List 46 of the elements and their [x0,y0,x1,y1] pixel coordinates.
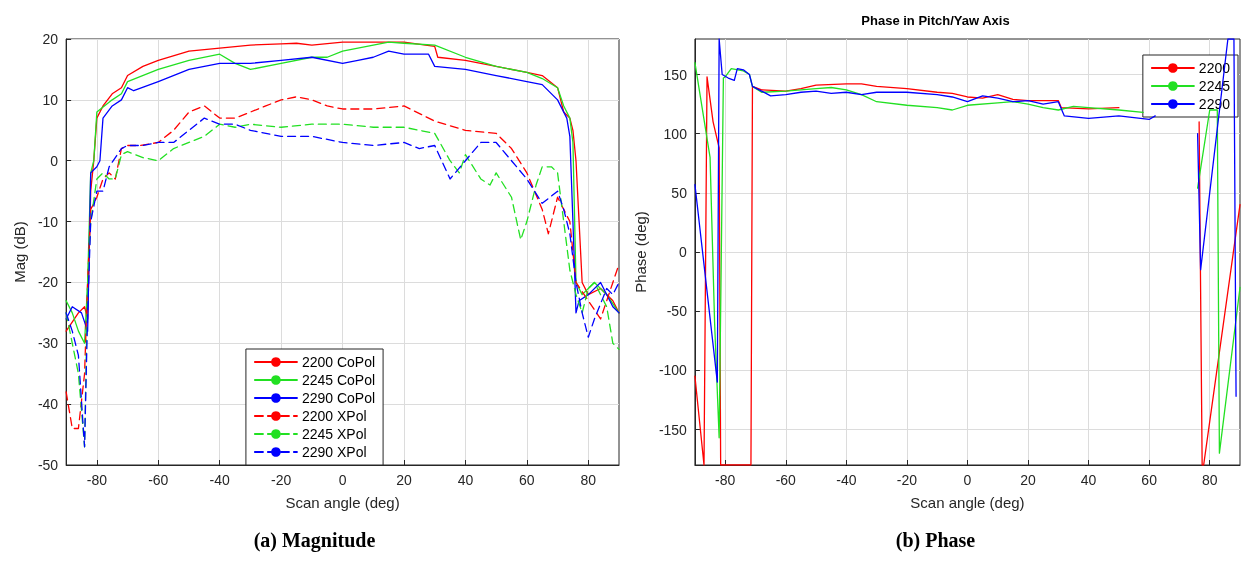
legend-label: 2245 XPol [301,426,367,442]
x-tick-label: -80 [86,472,108,488]
x-tick-label: -40 [209,472,231,488]
x-axis-title: Scan angle (deg) [910,494,1025,511]
legend-label: 2290 XPol [301,444,367,460]
legend-label: 2290 CoPol [301,390,376,406]
y-tick-label: -50 [666,303,688,320]
y-tick-label: 100 [663,125,688,142]
x-tick-label: -60 [148,472,169,488]
x-tick-label: 20 [1020,472,1037,488]
y-tick-label: -40 [37,396,59,413]
x-tick-label: 0 [963,472,972,488]
y-tick-label: -50 [37,457,59,473]
y-tick-label: -10 [37,213,59,230]
y-tick-label: -150 [658,421,688,438]
x-tick-label: -40 [836,472,857,488]
x-tick-label: 80 [1201,472,1218,488]
y-tick-label: 50 [671,184,688,201]
x-tick-label: 20 [396,472,412,488]
x-tick-label: 60 [1141,472,1158,488]
x-tick-label: 60 [519,472,535,488]
legend-label: 2245 CoPol [301,372,376,388]
x-tick-label: 80 [580,472,597,488]
x-axis-title: Scan angle (deg) [285,494,400,511]
y-tick-label: -20 [37,274,59,291]
y-tick-label: 150 [663,66,688,83]
y-tick-label: -30 [37,335,59,352]
y-tick-label: 0 [50,152,59,169]
legend-label: 2200 XPol [301,408,367,424]
y-tick-label: 20 [42,31,59,47]
x-tick-label: -60 [775,472,797,488]
x-tick-label: 40 [457,472,474,488]
x-tick-label: -20 [896,472,918,488]
y-tick-label: -100 [658,362,688,379]
y-tick-label: 0 [679,244,688,260]
x-tick-label: 0 [338,472,347,488]
legend-label: 2200 CoPol [301,354,376,370]
text: (a) Magnitude [253,529,376,552]
y-tick-label: 10 [42,91,59,108]
x-tick-label: -20 [271,472,292,488]
text: (b) Phase [895,529,976,552]
x-tick-label: -80 [715,472,736,488]
y-axis-title: Mag (dB) [11,221,28,283]
y-axis-title: Phase (deg) [632,211,649,293]
x-tick-label: 40 [1080,472,1097,488]
chart-title: Phase in Pitch/Yaw Axis [861,13,1010,28]
